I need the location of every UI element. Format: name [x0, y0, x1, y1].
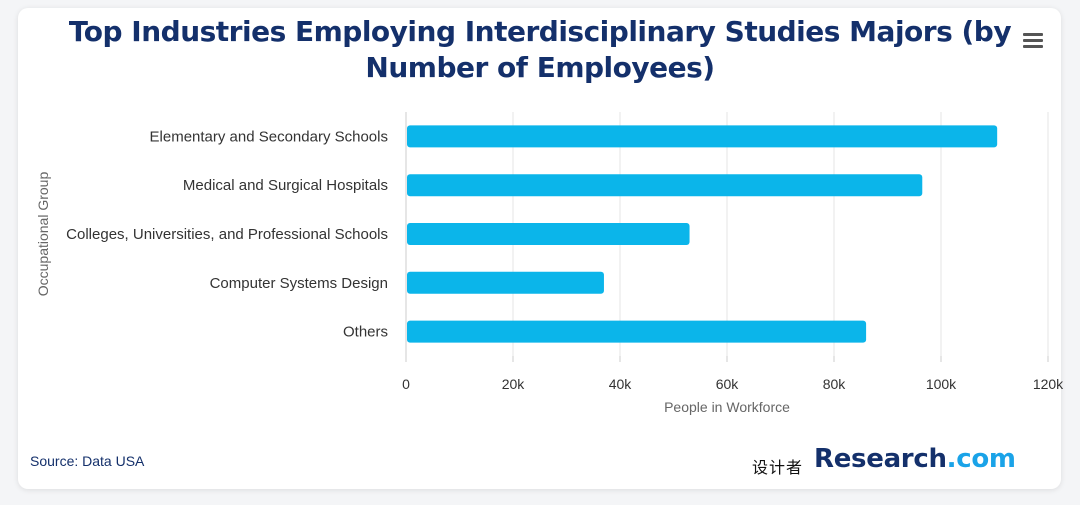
brand-name: Research — [814, 444, 947, 474]
x-tick-label: 80k — [823, 376, 847, 392]
x-tick-label: 20k — [502, 376, 526, 392]
x-axis-title: People in Workforce — [664, 399, 790, 415]
research-com-logo: Research.com — [814, 444, 1016, 474]
category-label: Others — [343, 324, 388, 341]
category-label: Computer Systems Design — [210, 275, 388, 292]
bar — [407, 271, 604, 294]
brand-domain: .com — [946, 444, 1016, 474]
brand-chinese-text: 设计者 — [752, 458, 804, 477]
chart-card — [18, 8, 1061, 489]
x-tick-label: 120k — [1033, 376, 1064, 392]
hamburger-menu-icon[interactable] — [1020, 30, 1046, 52]
category-label: Elementary and Secondary Schools — [150, 128, 388, 145]
x-tick-label: 100k — [926, 376, 957, 392]
chart-title-line-2: Number of Employees) — [365, 51, 715, 84]
bar — [407, 125, 998, 148]
chart-title: Top Industries Employing Interdisciplina… — [60, 14, 1020, 86]
x-tick-label: 0 — [402, 376, 410, 392]
chart-title-line-1: Top Industries Employing Interdisciplina… — [68, 15, 1012, 48]
x-tick-label: 40k — [609, 376, 633, 392]
category-label: Colleges, Universities, and Professional… — [66, 226, 388, 243]
category-label: Medical and Surgical Hospitals — [183, 177, 388, 194]
y-axis-title: Occupational Group — [35, 172, 51, 297]
bar — [407, 223, 690, 245]
x-tick-label: 60k — [716, 376, 740, 392]
bar — [407, 174, 923, 197]
bar — [407, 320, 867, 343]
source-note: Source: Data USA — [30, 453, 145, 469]
